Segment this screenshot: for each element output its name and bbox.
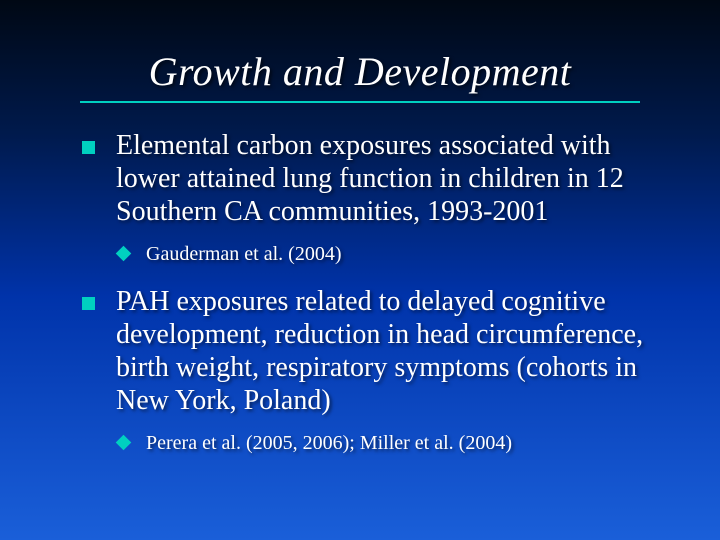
sub-bullet-list: Perera et al. (2005, 2006); Miller et al… bbox=[116, 431, 660, 456]
sub-bullet-text: Gauderman et al. (2004) bbox=[146, 243, 341, 265]
title-underline bbox=[80, 101, 640, 103]
slide-title: Growth and Development bbox=[149, 48, 572, 95]
sub-bullet-item: Gauderman et al. (2004) bbox=[116, 242, 660, 267]
bullet-text: Elemental carbon exposures associated wi… bbox=[116, 130, 624, 227]
sub-bullet-list: Gauderman et al. (2004) bbox=[116, 242, 660, 267]
bullet-list: Elemental carbon exposures associated wi… bbox=[60, 129, 660, 456]
slide: Growth and Development Elemental carbon … bbox=[0, 0, 720, 540]
bullet-item: Elemental carbon exposures associated wi… bbox=[82, 129, 660, 267]
bullet-item: PAH exposures related to delayed cogniti… bbox=[82, 285, 660, 456]
sub-bullet-text: Perera et al. (2005, 2006); Miller et al… bbox=[146, 432, 512, 454]
square-bullet-icon bbox=[82, 297, 95, 310]
title-block: Growth and Development bbox=[60, 48, 660, 103]
diamond-bullet-icon bbox=[116, 245, 132, 261]
bullet-text: PAH exposures related to delayed cogniti… bbox=[116, 286, 643, 416]
sub-bullet-item: Perera et al. (2005, 2006); Miller et al… bbox=[116, 431, 660, 456]
diamond-bullet-icon bbox=[116, 435, 132, 451]
square-bullet-icon bbox=[82, 141, 95, 154]
